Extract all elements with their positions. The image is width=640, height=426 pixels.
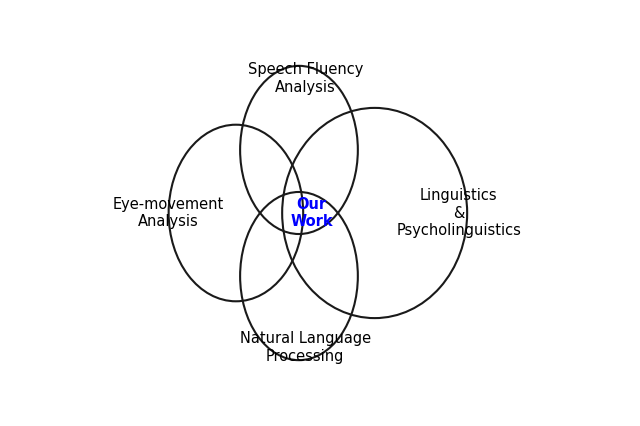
Text: Eye-movement
Analysis: Eye-movement Analysis [113, 197, 224, 229]
Text: Natural Language
Processing: Natural Language Processing [240, 331, 371, 364]
Text: Speech Fluency
Analysis: Speech Fluency Analysis [248, 62, 363, 95]
Text: Linguistics
&
Psycholinguistics: Linguistics & Psycholinguistics [396, 188, 521, 238]
Text: Our
Work: Our Work [291, 197, 333, 229]
